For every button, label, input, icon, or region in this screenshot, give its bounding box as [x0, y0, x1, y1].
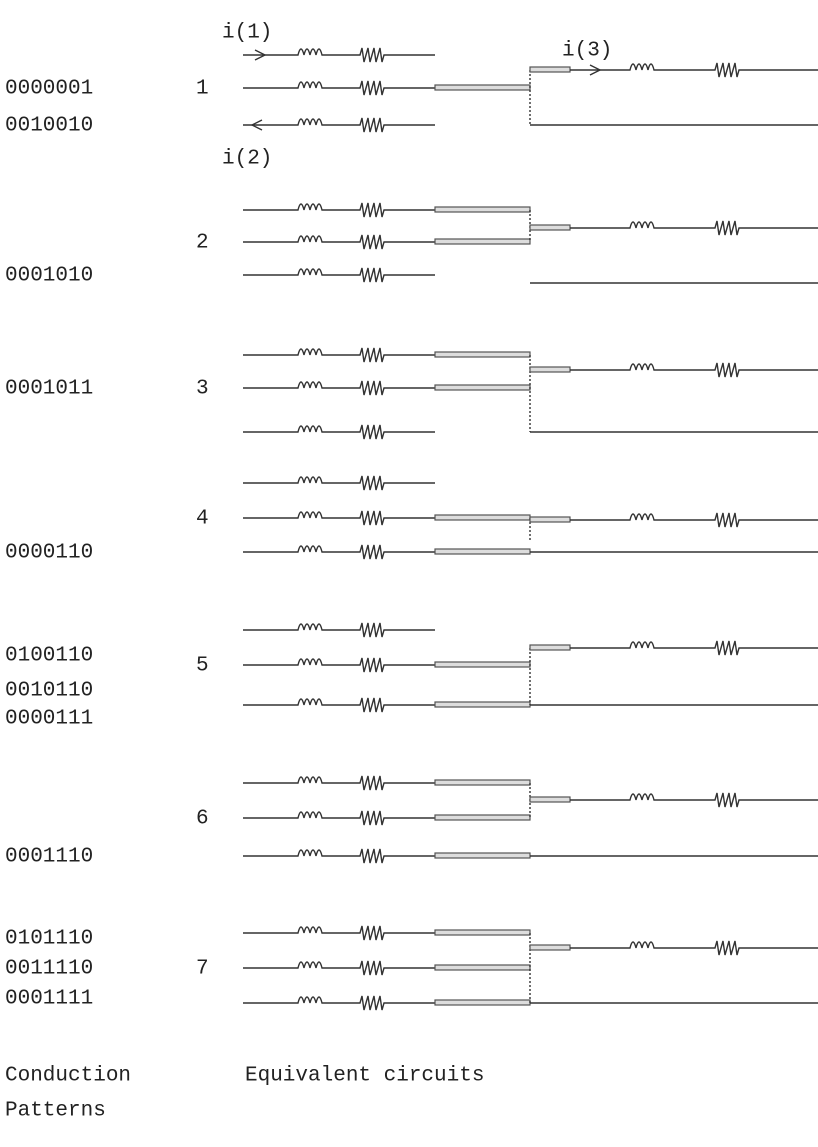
wire — [243, 475, 435, 491]
current-label: i(2) — [222, 148, 272, 171]
bus-bar — [434, 384, 531, 391]
bus-bar — [434, 929, 531, 936]
pattern-code: 0001111 — [5, 988, 93, 1011]
bus-bar — [529, 366, 571, 373]
bus-bar — [529, 516, 571, 523]
wire — [243, 544, 435, 560]
bus-bar — [529, 224, 571, 231]
arrow — [250, 119, 263, 131]
wire — [243, 424, 435, 440]
wire — [243, 810, 435, 826]
arrow — [589, 64, 602, 76]
current-label: i(1) — [222, 22, 272, 45]
wire — [243, 202, 435, 218]
group-number: 6 — [196, 808, 209, 831]
wire — [243, 622, 435, 638]
pattern-code: 0000111 — [5, 708, 93, 731]
wire — [243, 657, 435, 673]
bus-bar — [434, 206, 531, 213]
wire — [243, 995, 435, 1011]
wire — [243, 848, 435, 864]
pattern-code: 0001010 — [5, 265, 93, 288]
group-number: 3 — [196, 378, 209, 401]
pattern-code: 0101110 — [5, 928, 93, 951]
wire — [570, 62, 818, 78]
bus-bar — [434, 351, 531, 358]
wire — [243, 380, 435, 396]
pattern-code: 0010010 — [5, 115, 93, 138]
bus-bar — [434, 701, 531, 708]
wire — [243, 80, 435, 96]
bus-bar — [529, 66, 571, 73]
wire — [570, 640, 818, 656]
bus-bar — [434, 84, 531, 91]
wire — [243, 697, 435, 713]
wire — [243, 960, 435, 976]
wire — [243, 47, 435, 63]
pattern-code: 0000001 — [5, 78, 93, 101]
bus-bar — [434, 814, 531, 821]
group-number: 7 — [196, 958, 209, 981]
bus-bar — [434, 964, 531, 971]
group-number: 4 — [196, 508, 209, 531]
wire — [243, 347, 435, 363]
pattern-code: 0001110 — [5, 846, 93, 869]
arrow — [254, 49, 267, 61]
bus-bar — [529, 644, 571, 651]
wire — [243, 234, 435, 250]
bus-bar — [529, 796, 571, 803]
wire — [570, 362, 818, 378]
group-number: 5 — [196, 655, 209, 678]
bus-bar — [434, 999, 531, 1006]
wire — [570, 220, 818, 236]
wire — [570, 940, 818, 956]
group-number: 2 — [196, 232, 209, 255]
group-number: 1 — [196, 78, 209, 101]
bus-bar — [434, 852, 531, 859]
footer-label: Patterns — [5, 1100, 106, 1123]
bus-bar — [434, 548, 531, 555]
bus-bar — [434, 779, 531, 786]
bus-bar — [434, 514, 531, 521]
footer-label: Equivalent circuits — [245, 1065, 484, 1088]
bus-bar — [434, 661, 531, 668]
pattern-code: 0010110 — [5, 680, 93, 703]
pattern-code: 0001011 — [5, 378, 93, 401]
wire — [570, 792, 818, 808]
wire — [243, 117, 435, 133]
bus-bar — [529, 944, 571, 951]
wire — [243, 267, 435, 283]
pattern-code: 0100110 — [5, 645, 93, 668]
wire — [570, 512, 818, 528]
wire — [243, 510, 435, 526]
wire — [243, 925, 435, 941]
current-label: i(3) — [562, 40, 612, 63]
wire — [243, 775, 435, 791]
footer-label: Conduction — [5, 1065, 131, 1088]
bus-bar — [434, 238, 531, 245]
pattern-code: 0000110 — [5, 542, 93, 565]
pattern-code: 0011110 — [5, 958, 93, 981]
